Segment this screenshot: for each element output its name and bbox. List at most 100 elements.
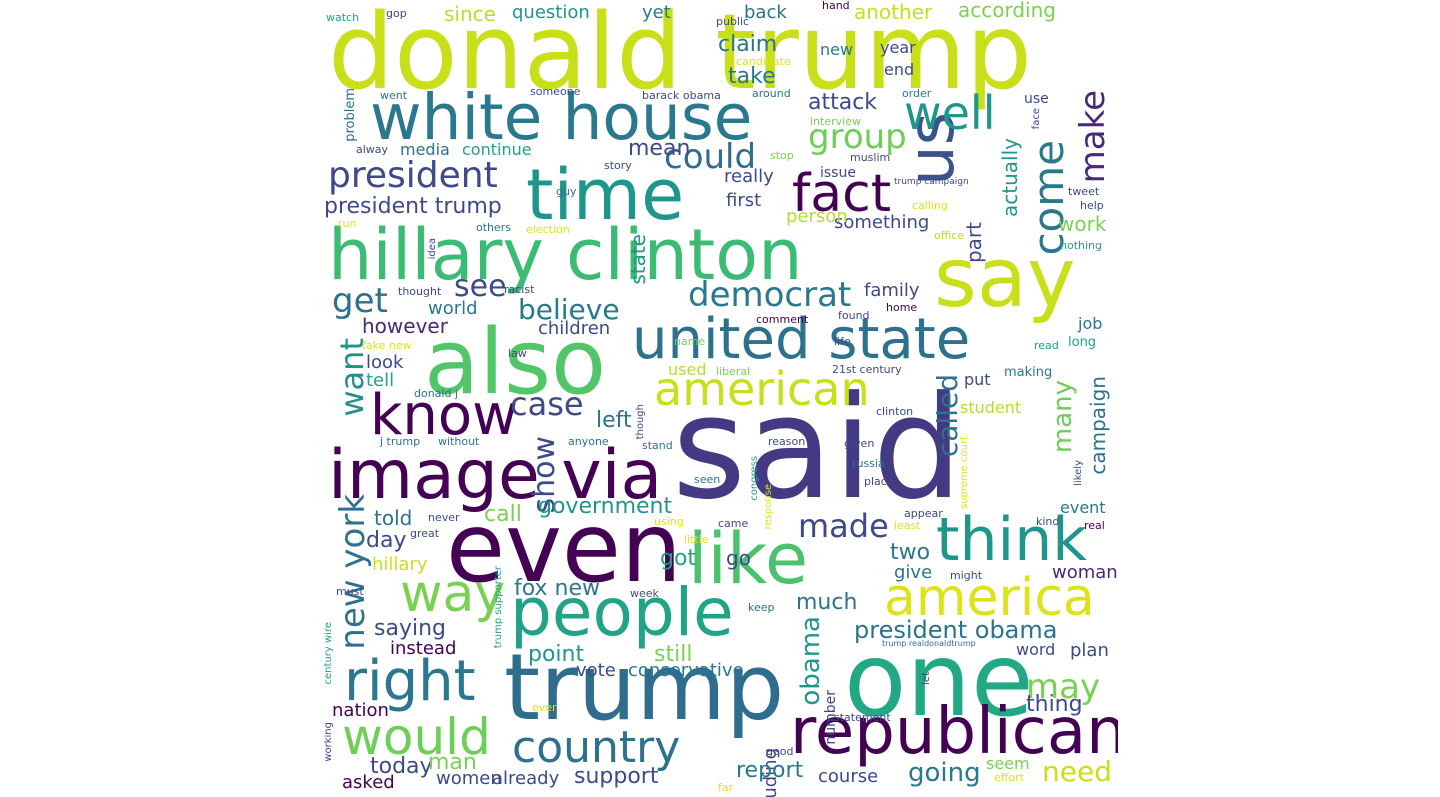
word-part: part [962,222,986,264]
word-mean: mean [628,136,691,161]
word-run: run [338,217,357,230]
word-went: went [380,89,408,102]
word-great: great [410,527,440,540]
word-read: read [1034,339,1059,352]
word-problem: problem [343,88,358,142]
word-really: really [724,166,774,187]
word-much: much [796,590,858,615]
word-point: point [528,642,585,667]
word-believe: believe [518,293,620,326]
word-fox-new: fox new [514,576,601,601]
word-issue: issue [820,165,856,181]
word-first: first [726,190,762,211]
word-american: american [654,362,870,416]
word-barack-obama: barack obama [642,89,721,102]
word-need: need [1042,755,1112,788]
word-going: going [908,758,981,788]
word-interview: interview [810,115,861,128]
word-day: day [366,528,407,553]
word-thought: thought [398,285,442,298]
word-trump-realdonaldtrump: trump realdonaldtrump [882,639,976,648]
word-around: around [752,87,791,100]
word-donald-j: donald j [414,387,459,400]
word-new: new [820,40,854,59]
word-someone: someone [530,85,581,98]
word-asked: asked [342,772,395,793]
word-tell: tell [366,370,395,391]
word-face: face [1031,108,1042,130]
word-think: think [936,505,1087,575]
word-put: put [964,370,991,389]
word-job: job [1078,314,1103,333]
word-century-wire: century wire [324,622,334,685]
word-clinton: clinton [876,405,914,418]
word-word: word [1016,640,1056,659]
word-muslim: muslim [850,151,891,164]
word-event: event [1060,498,1106,517]
word-family: family [864,280,920,301]
word-using: using [654,515,684,528]
word-take: take [728,64,776,89]
word-russia: russia [852,457,885,470]
word-least: least [894,519,921,532]
word-thing: thing [1026,692,1083,717]
word-keep: keep [748,601,775,614]
word-long: long [1068,335,1097,350]
word-nation: nation [332,700,389,721]
word-racist: racist [504,283,535,296]
word-say: say [934,231,1076,326]
word-used: used [668,360,707,379]
word-trump: trump [504,634,785,741]
word-look: look [366,352,404,373]
word-well: well [904,86,996,140]
word-end: end [884,60,915,79]
word-president-obama: president obama [854,616,1058,644]
word-saying: saying [374,616,446,641]
word-fake-new: fake new [362,339,412,352]
word-year: year [880,38,916,57]
word-case: case [510,385,584,423]
word-course: course [818,766,879,787]
word-law: law [508,347,527,360]
word-back: back [744,2,787,23]
word-given: given [844,437,875,450]
word-nothing: nothing [1060,239,1102,252]
word-alway: alway [356,143,389,156]
word-actually: actually [998,138,1022,217]
word-help: help [1080,199,1104,212]
word-little: little [684,533,709,546]
word-also: also [424,310,607,415]
word-two: two [890,540,931,565]
word-order: order [902,87,932,100]
word-never: never [428,511,460,524]
word-new-york: new york [333,494,373,650]
word-fact: fact [792,164,892,224]
word-cloud: donald trump said white house time us hillary… [324,0,1118,797]
word-would: would [342,708,491,766]
word-seen: seen [694,473,721,486]
word-seem: seem [986,754,1030,773]
word-support: support [574,764,659,789]
word-country: country [512,722,681,773]
word-see: see [454,269,507,304]
word-anyone: anyone [568,435,609,448]
word-effort: effort [994,771,1024,784]
word-plan: plan [1070,640,1109,661]
word-give: give [894,562,933,583]
word-name: name [674,335,706,348]
word-likely: likely [1073,460,1084,486]
word-j-trump: j trump [380,435,421,448]
word-democrat: democrat [688,275,852,315]
word-idea: idea [427,238,438,260]
word-right: right [344,649,476,714]
word-many: many [1048,380,1078,454]
word-go: go [726,546,751,570]
word-today: today [370,754,433,779]
word-working: working [324,722,334,762]
word-came: came [718,517,749,530]
word-something: something [834,212,930,233]
word-calling: calling [912,199,948,212]
word-government: government [538,494,673,519]
word-even: even [446,492,682,604]
word-guy: guy [556,185,577,198]
